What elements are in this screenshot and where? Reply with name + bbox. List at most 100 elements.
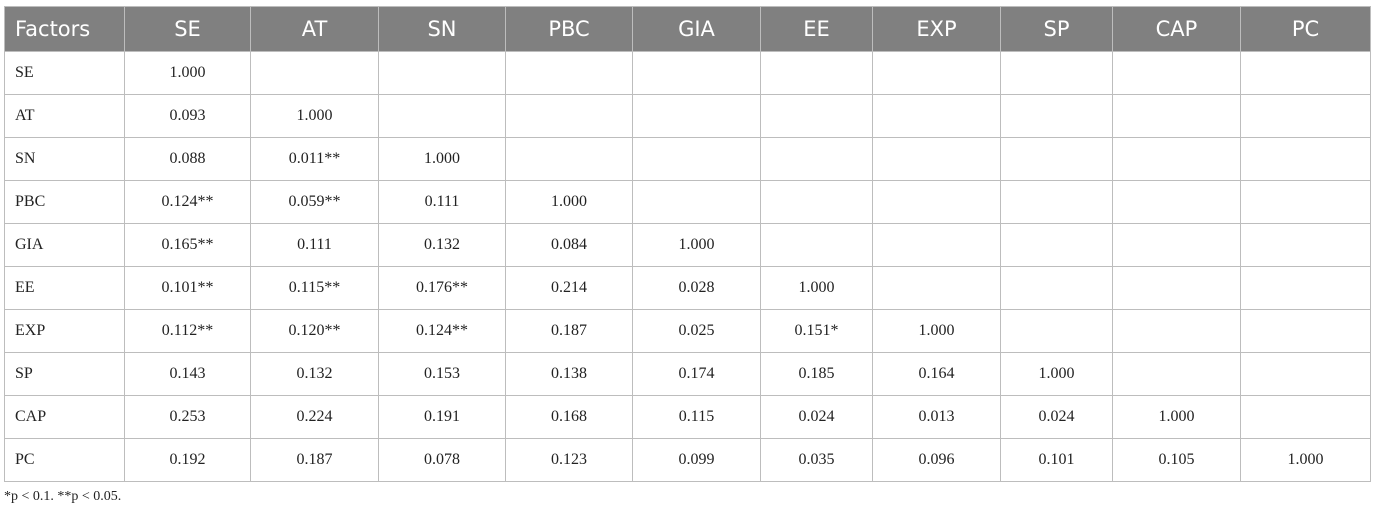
cell: 0.028 [632,266,761,310]
table-row: SE 1.000 [4,51,1371,95]
cell: 0.187 [505,309,633,353]
cell: 0.078 [378,438,506,482]
cell: 0.165** [124,223,251,267]
cell: 0.111 [378,180,506,224]
empty-cell [760,137,873,181]
cell: 1.000 [250,94,379,138]
cell: 1.000 [1112,395,1241,439]
empty-cell [1000,137,1113,181]
cell: 0.024 [760,395,873,439]
cell: 0.153 [378,352,506,396]
column-header: SP [1000,6,1113,52]
empty-cell [760,94,873,138]
empty-cell [1000,51,1113,95]
cell: 0.191 [378,395,506,439]
cell: 0.035 [760,438,873,482]
cell: 0.253 [124,395,251,439]
empty-cell [632,137,761,181]
empty-cell [1000,180,1113,224]
row-label: EE [4,266,125,310]
cell: 0.101** [124,266,251,310]
table-body: SE 1.000 AT 0.093 1.000 SN 0.088 0.011** 1.000 PB… [4,51,1371,482]
row-label: EXP [4,309,125,353]
cell: 1.000 [505,180,633,224]
empty-cell [1240,94,1371,138]
cell: 0.192 [124,438,251,482]
empty-cell [1000,94,1113,138]
cell: 0.224 [250,395,379,439]
empty-cell [1112,94,1241,138]
row-label: AT [4,94,125,138]
cell: 0.025 [632,309,761,353]
cell: 1.000 [872,309,1001,353]
cell: 0.084 [505,223,633,267]
footnote: *p < 0.1. **p < 0.05. [4,489,122,504]
cell: 0.214 [505,266,633,310]
row-label: SP [4,352,125,396]
empty-cell [505,51,633,95]
row-label: PC [4,438,125,482]
column-header: PC [1240,6,1371,52]
empty-cell [1112,266,1241,310]
cell: 0.124** [378,309,506,353]
empty-cell [1112,51,1241,95]
empty-cell [1240,266,1371,310]
cell: 0.024 [1000,395,1113,439]
cell: 0.013 [872,395,1001,439]
cell: 1.000 [632,223,761,267]
cell: 1.000 [1240,438,1371,482]
cell: 0.096 [872,438,1001,482]
empty-cell [1000,309,1113,353]
column-header: AT [250,6,379,52]
column-header: Factors [4,6,125,52]
row-label: SE [4,51,125,95]
cell: 0.123 [505,438,633,482]
cell: 0.151* [760,309,873,353]
cell: 0.112** [124,309,251,353]
cell: 1.000 [1000,352,1113,396]
table-row: CAP 0.253 0.224 0.191 0.168 0.115 0.024 0.013 0.… [4,395,1371,439]
cell: 0.132 [250,352,379,396]
table-row: EE 0.101** 0.115** 0.176** 0.214 0.028 1.000 [4,266,1371,310]
cell: 0.099 [632,438,761,482]
empty-cell [1240,180,1371,224]
table-row: PC 0.192 0.187 0.078 0.123 0.099 0.035 0.096 0.1… [4,438,1371,482]
cell: 1.000 [378,137,506,181]
column-header: PBC [505,6,633,52]
empty-cell [872,51,1001,95]
column-header: GIA [632,6,761,52]
table-row: EXP 0.112** 0.120** 0.124** 0.187 0.025 0.151*… [4,309,1371,353]
column-header: SN [378,6,506,52]
cell: 0.093 [124,94,251,138]
cell: 0.143 [124,352,251,396]
cell: 0.105 [1112,438,1241,482]
empty-cell [1240,223,1371,267]
cell: 0.101 [1000,438,1113,482]
empty-cell [1000,266,1113,310]
row-label: PBC [4,180,125,224]
empty-cell [378,94,506,138]
empty-cell [760,223,873,267]
empty-cell [872,180,1001,224]
empty-cell [1112,309,1241,353]
empty-cell [1240,352,1371,396]
cell: 0.115 [632,395,761,439]
column-header: SE [124,6,251,52]
empty-cell [1240,137,1371,181]
cell: 0.011** [250,137,379,181]
cell: 0.176** [378,266,506,310]
cell: 0.059** [250,180,379,224]
cell: 0.187 [250,438,379,482]
cell: 1.000 [124,51,251,95]
table-row: SN 0.088 0.011** 1.000 [4,137,1371,181]
table-row: PBC 0.124** 0.059** 0.111 1.000 [4,180,1371,224]
cell: 0.132 [378,223,506,267]
empty-cell [760,180,873,224]
cell: 0.164 [872,352,1001,396]
cell: 0.111 [250,223,379,267]
empty-cell [505,137,633,181]
empty-cell [378,51,506,95]
empty-cell [505,94,633,138]
cell: 0.124** [124,180,251,224]
